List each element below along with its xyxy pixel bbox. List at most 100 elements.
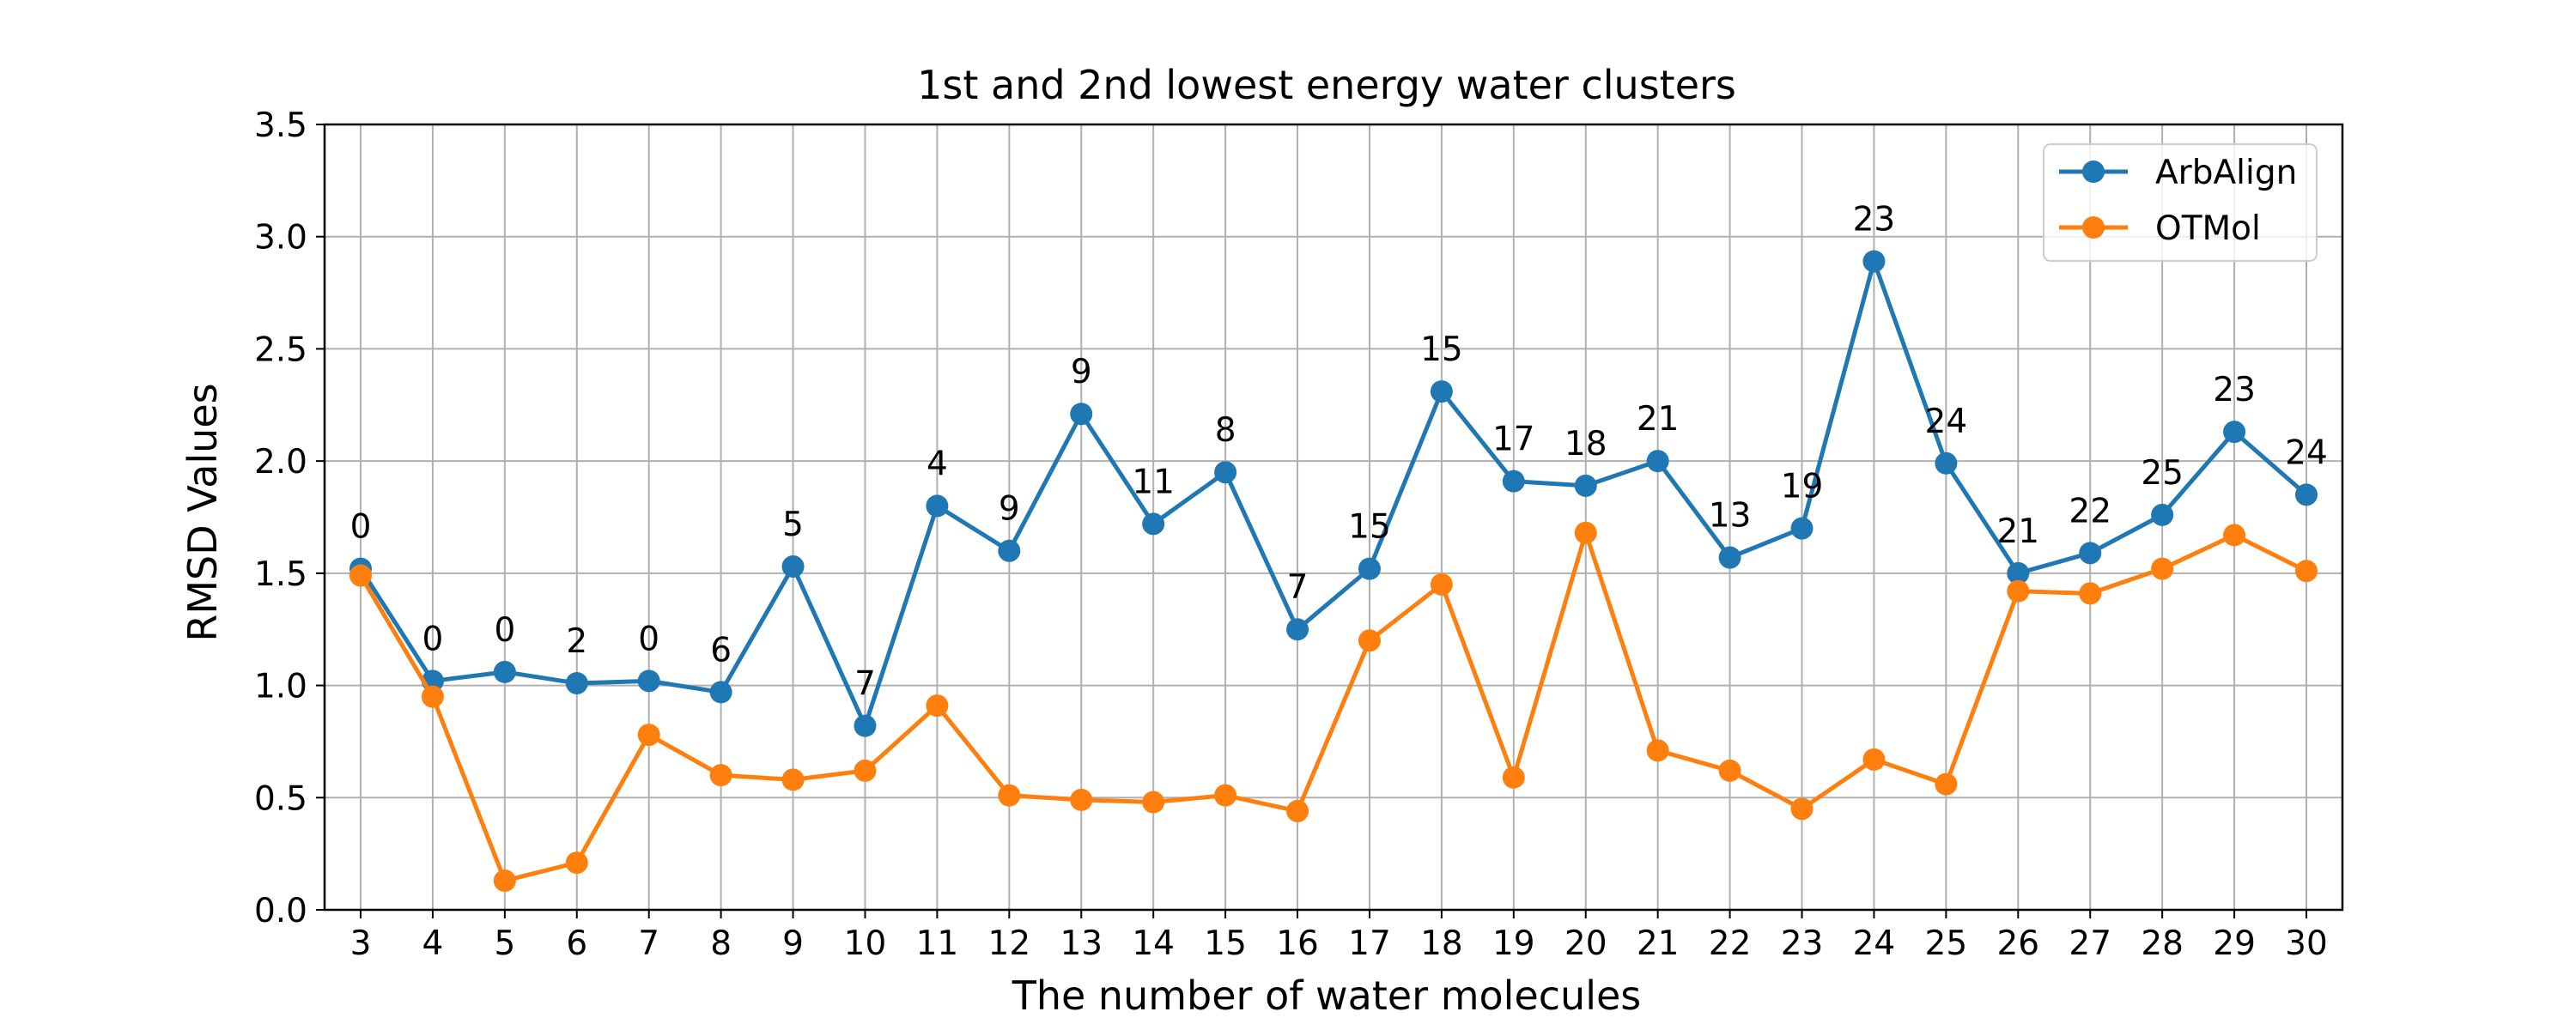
data-point-otmol	[421, 685, 444, 708]
data-point-arbalign	[781, 555, 805, 579]
x-tick-label: 18	[1420, 924, 1463, 963]
y-axis-ticks: 0.0 0.5 1.0 1.5 2.0 2.5 3.0 3.5	[254, 106, 325, 930]
y-tick-label: 1.5	[254, 555, 307, 594]
data-point-arbalign	[1430, 380, 1453, 403]
data-point-otmol	[349, 564, 372, 587]
x-tick-label: 8	[710, 924, 732, 963]
legend-item-otmol: OTMol	[2059, 209, 2261, 248]
data-point-otmol	[1502, 766, 1525, 789]
data-point-arbalign	[1070, 403, 1093, 426]
x-tick-label: 25	[1925, 924, 1968, 963]
y-tick-label: 0.5	[254, 779, 307, 818]
point-annotation: 2	[566, 622, 587, 661]
data-point-otmol	[854, 759, 877, 782]
data-point-otmol	[2295, 560, 2318, 583]
point-annotation: 11	[1132, 463, 1175, 501]
data-point-otmol	[1214, 784, 1237, 807]
data-point-arbalign	[1862, 250, 1886, 273]
x-tick-label: 14	[1132, 924, 1175, 963]
data-point-arbalign	[1358, 557, 1381, 580]
point-annotation: 17	[1492, 421, 1535, 459]
data-point-otmol	[1142, 791, 1165, 814]
point-annotation: 5	[782, 506, 804, 544]
point-annotation: 8	[1215, 411, 1236, 450]
x-tick-label: 16	[1276, 924, 1319, 963]
data-point-arbalign	[854, 714, 877, 737]
point-annotation: 15	[1348, 508, 1391, 547]
x-tick-label: 7	[638, 924, 659, 963]
point-annotation: 9	[999, 490, 1020, 529]
point-annotation: 25	[2141, 454, 2184, 493]
data-point-arbalign	[1646, 450, 1669, 473]
y-tick-label: 3.5	[254, 106, 307, 145]
data-point-otmol	[1286, 799, 1309, 822]
data-point-arbalign	[2007, 561, 2030, 585]
data-point-arbalign	[1935, 451, 1958, 475]
x-tick-label: 27	[2069, 924, 2111, 963]
y-axis-label: RMSD Values	[179, 383, 226, 641]
legend-label-otmol: OTMol	[2155, 209, 2261, 248]
x-tick-label: 28	[2141, 924, 2184, 963]
point-annotation: 23	[2213, 371, 2256, 409]
data-point-otmol	[2007, 579, 2030, 603]
point-annotation: 6	[710, 631, 732, 670]
data-point-arbalign	[565, 671, 588, 694]
point-annotation: 9	[1071, 353, 1092, 391]
data-point-otmol	[1790, 797, 1814, 821]
legend: ArbAlign OTMol	[2043, 143, 2318, 262]
x-axis-label: The number of water molecules	[1012, 972, 1642, 1019]
data-point-otmol	[1070, 788, 1093, 811]
data-point-arbalign	[2223, 421, 2246, 444]
data-point-otmol	[998, 784, 1021, 807]
data-point-arbalign	[709, 681, 732, 704]
point-annotation: 21	[1996, 512, 2039, 551]
data-point-otmol	[1862, 748, 1886, 771]
point-annotation: 13	[1709, 497, 1752, 536]
x-tick-label: 23	[1781, 924, 1824, 963]
x-tick-label: 15	[1204, 924, 1247, 963]
x-tick-label: 20	[1564, 924, 1607, 963]
point-annotation: 21	[1637, 400, 1680, 439]
y-tick-label: 2.5	[254, 330, 307, 369]
data-point-arbalign	[926, 494, 949, 518]
x-tick-label: 4	[422, 924, 444, 963]
point-annotation: 24	[2285, 433, 2328, 472]
x-tick-label: 26	[1996, 924, 2039, 963]
point-annotation: 7	[1287, 568, 1309, 607]
data-series	[349, 250, 2318, 893]
point-annotation: 0	[494, 611, 515, 650]
data-point-otmol	[2151, 557, 2174, 580]
x-tick-label: 11	[916, 924, 959, 963]
data-point-arbalign	[2079, 542, 2102, 565]
legend-item-arbalign: ArbAlign	[2059, 154, 2297, 192]
point-annotation: 18	[1564, 425, 1607, 464]
series-line-otmol	[358, 530, 2308, 883]
data-point-otmol	[1358, 629, 1381, 652]
data-point-otmol	[1574, 521, 1597, 544]
data-point-arbalign	[2151, 503, 2174, 526]
point-annotation: 22	[2069, 492, 2111, 530]
point-annotation: 4	[927, 445, 948, 483]
legend-marker-otmol	[2082, 216, 2105, 239]
x-tick-label: 9	[782, 924, 804, 963]
y-tick-label: 3.0	[254, 219, 307, 258]
data-point-arbalign	[2295, 483, 2318, 506]
data-point-otmol	[781, 768, 805, 791]
data-point-arbalign	[1214, 461, 1237, 484]
point-annotation: 24	[1925, 403, 1968, 441]
x-tick-label: 24	[1853, 924, 1896, 963]
data-point-arbalign	[1502, 470, 1525, 493]
x-tick-label: 13	[1060, 924, 1103, 963]
x-tick-label: 22	[1709, 924, 1752, 963]
data-point-arbalign	[1286, 618, 1309, 641]
data-point-otmol	[565, 851, 588, 875]
point-annotation: 19	[1781, 468, 1824, 506]
data-point-arbalign	[1574, 474, 1597, 497]
x-tick-label: 30	[2285, 924, 2328, 963]
data-point-otmol	[1718, 759, 1741, 782]
series-line-arbalign	[358, 258, 2308, 729]
x-tick-label: 5	[494, 924, 515, 963]
legend-label-arbalign: ArbAlign	[2155, 154, 2297, 192]
y-tick-label: 2.0	[254, 443, 307, 482]
point-annotation: 0	[638, 620, 659, 658]
